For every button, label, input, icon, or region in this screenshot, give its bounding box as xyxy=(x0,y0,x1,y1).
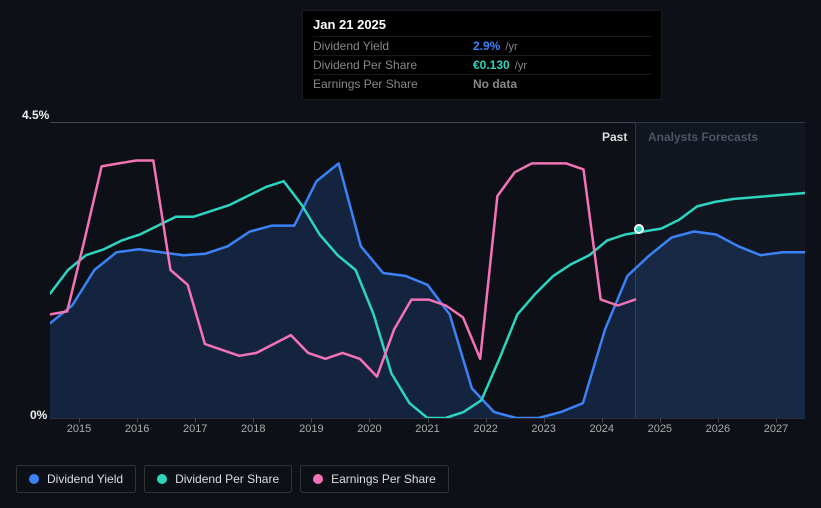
y-axis-max: 4.5% xyxy=(22,108,49,122)
x-tick: 2015 xyxy=(50,423,108,443)
legend-item-dividend-per-share[interactable]: Dividend Per Share xyxy=(144,465,292,493)
tooltip-row: Dividend Per Share€0.130 /yr xyxy=(313,55,651,74)
x-tick: 2026 xyxy=(689,423,747,443)
x-tick: 2020 xyxy=(340,423,398,443)
x-tick: 2025 xyxy=(631,423,689,443)
x-tick: 2027 xyxy=(747,423,805,443)
tooltip-row-label: Earnings Per Share xyxy=(313,77,473,91)
current-marker xyxy=(634,224,644,234)
tooltip-row: Earnings Per ShareNo data xyxy=(313,74,651,93)
tooltip-row-value: No data xyxy=(473,77,517,91)
x-tick: 2024 xyxy=(573,423,631,443)
tooltip-row-value: 2.9% /yr xyxy=(473,39,518,53)
x-tick: 2018 xyxy=(224,423,282,443)
tooltip-row: Dividend Yield2.9% /yr xyxy=(313,36,651,55)
x-tick: 2023 xyxy=(515,423,573,443)
legend-item-dividend-yield[interactable]: Dividend Yield xyxy=(16,465,136,493)
tooltip: Jan 21 2025 Dividend Yield2.9% /yrDivide… xyxy=(302,10,662,100)
x-tick: 2016 xyxy=(108,423,166,443)
tooltip-row-value: €0.130 /yr xyxy=(473,58,527,72)
legend: Dividend Yield Dividend Per Share Earnin… xyxy=(16,465,449,493)
legend-label: Dividend Per Share xyxy=(175,472,279,486)
x-tick: 2017 xyxy=(166,423,224,443)
x-tick: 2019 xyxy=(282,423,340,443)
legend-dot xyxy=(157,474,167,484)
legend-dot xyxy=(313,474,323,484)
legend-dot xyxy=(29,474,39,484)
tooltip-date: Jan 21 2025 xyxy=(313,17,651,32)
x-tick: 2021 xyxy=(398,423,456,443)
legend-label: Earnings Per Share xyxy=(331,472,436,486)
x-tick: 2022 xyxy=(457,423,515,443)
legend-label: Dividend Yield xyxy=(47,472,123,486)
y-axis-min: 0% xyxy=(30,408,47,422)
tooltip-row-label: Dividend Per Share xyxy=(313,58,473,72)
chart-plot xyxy=(50,122,805,418)
legend-item-earnings-per-share[interactable]: Earnings Per Share xyxy=(300,465,449,493)
tooltip-row-label: Dividend Yield xyxy=(313,39,473,53)
x-axis: 2015201620172018201920202021202220232024… xyxy=(50,423,805,443)
